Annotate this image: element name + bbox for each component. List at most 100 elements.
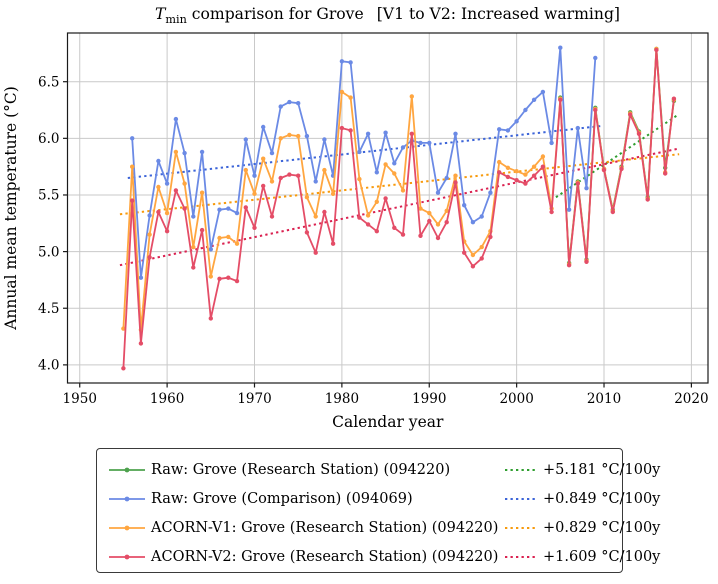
data-point xyxy=(584,259,589,264)
data-point xyxy=(427,210,432,216)
data-point xyxy=(191,214,196,219)
data-point xyxy=(497,159,502,165)
data-point xyxy=(147,255,152,260)
data-point xyxy=(252,191,257,196)
title-bracket-text: [V1 to V2: Increased warming] xyxy=(376,5,621,23)
data-point xyxy=(549,209,554,215)
data-point xyxy=(191,244,196,250)
data-point xyxy=(269,150,275,156)
legend-marker xyxy=(124,525,130,530)
data-point xyxy=(540,154,546,159)
data-point xyxy=(479,256,484,261)
data-point xyxy=(339,89,345,95)
legend-box: Raw: Grove (Research Station) (094220) +… xyxy=(96,448,660,573)
data-point xyxy=(654,47,659,53)
data-point xyxy=(505,174,511,180)
data-point xyxy=(479,214,484,219)
data-point xyxy=(400,145,406,150)
data-point xyxy=(208,274,213,279)
data-point xyxy=(296,101,301,106)
data-point xyxy=(208,247,213,252)
series-line-swatch xyxy=(109,525,145,530)
x-tick-label: 2010 xyxy=(587,391,621,407)
data-point xyxy=(409,131,414,136)
y-tick-label: 5.0 xyxy=(38,244,59,260)
data-point xyxy=(549,140,554,146)
chart-title: Tmin comparison for Grove [V1 to V2: Incr… xyxy=(67,5,708,26)
x-tick-label: 1950 xyxy=(63,391,97,407)
data-point xyxy=(322,167,327,173)
data-point xyxy=(628,112,633,117)
data-point xyxy=(322,137,327,142)
y-tick-label: 6.5 xyxy=(38,74,59,90)
data-point xyxy=(453,131,458,136)
data-point xyxy=(357,176,362,182)
data-point xyxy=(462,203,467,208)
x-tick-label: 1980 xyxy=(325,391,359,407)
data-point xyxy=(374,229,379,234)
data-point xyxy=(566,263,572,268)
trend-dash-swatch xyxy=(505,555,535,558)
data-point xyxy=(400,232,406,237)
legend-row: Raw: Grove (Research Station) (094220) +… xyxy=(107,455,660,484)
title-main-text: comparison for Grove xyxy=(186,5,364,23)
data-point xyxy=(164,210,170,216)
series-line-swatch xyxy=(109,554,145,559)
legend-series-label: Raw: Grove (Comparison) (094069) xyxy=(151,490,413,507)
data-point xyxy=(418,233,423,238)
legend-series-label: ACORN-V1: Grove (Research Station) (0942… xyxy=(151,519,499,536)
data-point xyxy=(261,124,266,130)
data-point xyxy=(488,190,493,195)
data-point xyxy=(287,99,292,105)
x-tick-label: 1970 xyxy=(237,391,271,407)
data-point xyxy=(330,191,336,196)
data-point xyxy=(278,104,283,109)
data-point xyxy=(566,207,572,212)
data-point xyxy=(531,97,537,103)
legend-trend-rate: +0.849 °C/100y xyxy=(543,490,661,507)
data-point xyxy=(435,190,441,195)
data-point xyxy=(409,94,414,99)
trend-dash-swatch xyxy=(505,468,535,471)
series-line xyxy=(131,46,597,279)
data-point xyxy=(348,95,353,100)
data-point xyxy=(182,206,187,211)
y-axis-label: Annual mean temperature (°C) xyxy=(2,86,20,331)
data-point xyxy=(191,265,196,270)
x-tick-label: 1960 xyxy=(150,391,184,407)
data-point xyxy=(593,107,598,113)
data-point xyxy=(243,137,248,142)
data-point xyxy=(593,55,598,61)
data-point xyxy=(505,165,511,170)
y-tick-label: 5.5 xyxy=(38,188,59,204)
data-point xyxy=(523,172,528,177)
data-point xyxy=(173,188,179,193)
data-point xyxy=(304,133,310,139)
data-point xyxy=(296,173,301,178)
data-point xyxy=(121,326,126,331)
data-point xyxy=(575,125,580,131)
data-point xyxy=(226,275,231,280)
legend-row: Raw: Grove (Comparison) (094069) +0.849 … xyxy=(107,484,660,513)
data-point xyxy=(234,241,240,246)
data-point xyxy=(497,127,502,132)
title-min-subscript: min xyxy=(165,13,187,27)
data-point xyxy=(383,196,388,201)
data-point xyxy=(130,164,135,169)
data-point xyxy=(418,206,423,211)
legend-series-label: Raw: Grove (Research Station) (094220) xyxy=(151,461,451,478)
legend-marker xyxy=(124,496,130,501)
data-point xyxy=(164,181,170,186)
data-point xyxy=(663,171,668,176)
data-point xyxy=(444,208,449,213)
data-point xyxy=(252,173,257,178)
trend-line xyxy=(119,147,680,267)
x-axis-label: Calendar year xyxy=(332,413,444,431)
data-point xyxy=(217,235,222,241)
data-point xyxy=(330,241,336,246)
data-point xyxy=(156,158,161,164)
data-point xyxy=(278,136,283,141)
trend-line xyxy=(555,113,679,199)
series-line-swatch xyxy=(109,496,145,501)
